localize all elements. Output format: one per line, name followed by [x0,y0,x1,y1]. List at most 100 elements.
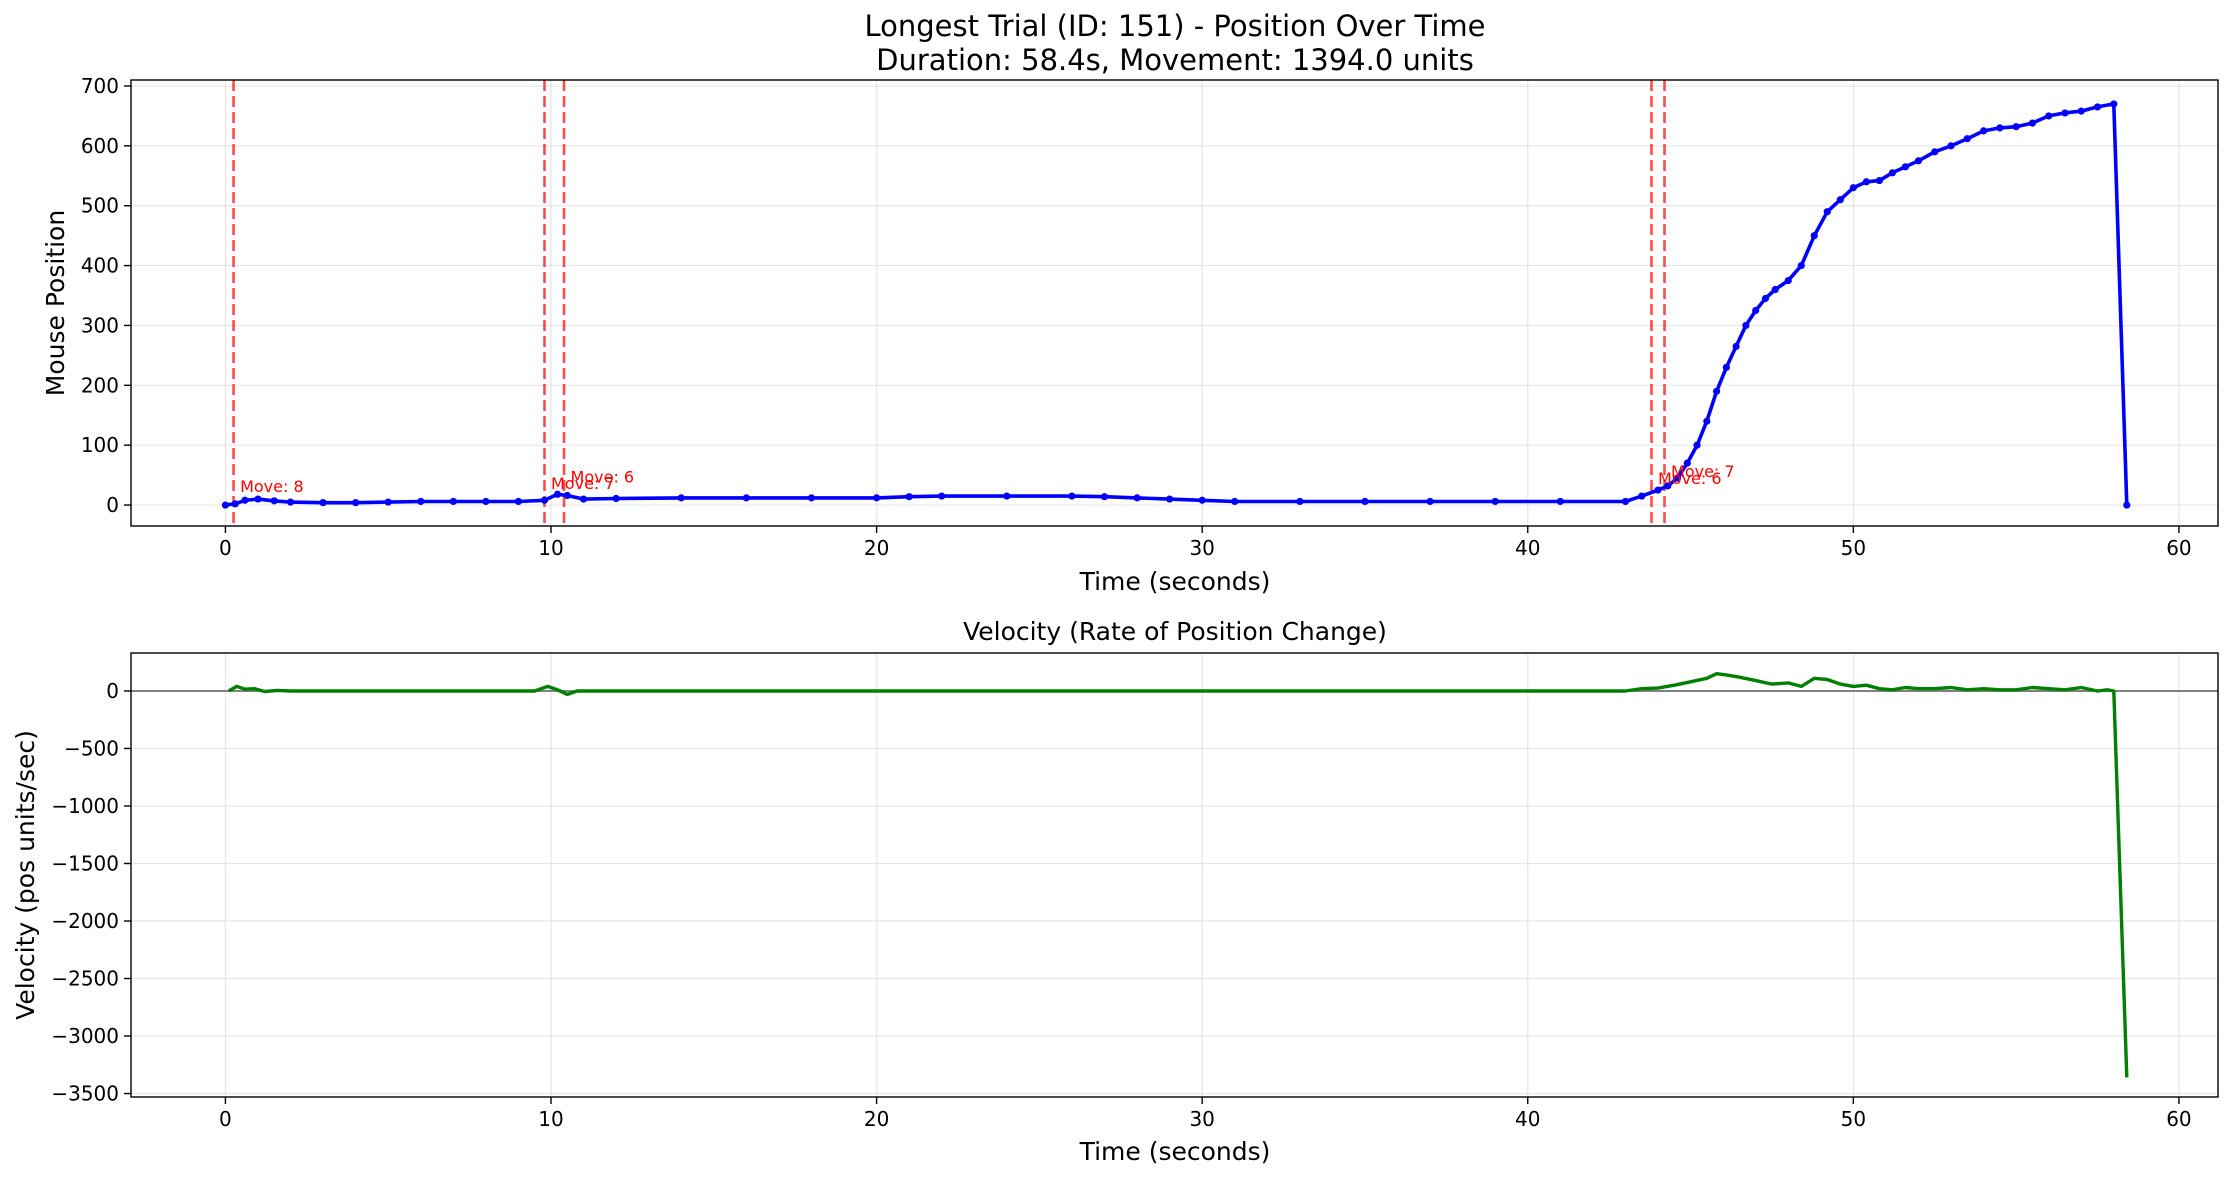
data-point [872,494,881,502]
velocity-title: Velocity (Rate of Position Change) [963,617,1387,646]
data-point [1914,157,1923,165]
data-point [1849,184,1857,192]
data-point [1003,492,1011,500]
event-annotation: Move: 7 [1671,462,1735,481]
y-tick-label: −3000 [51,1024,119,1048]
data-point [449,497,457,506]
x-tick-label: 0 [219,536,232,560]
data-point [1296,497,1304,506]
x-tick-label: 10 [538,1107,563,1131]
data-point [579,495,588,503]
data-point [1979,127,1988,135]
data-point [1823,208,1831,216]
y-axis-label: Mouse Position [41,210,70,396]
data-point [1761,294,1770,303]
data-point [1888,169,1897,177]
data-point [2012,123,2020,131]
velocity-plot: Velocity (Rate of Position Change) 0 10 20… [11,617,2219,1166]
x-tick-label: 50 [1841,1107,1866,1131]
y-tick-label: −3500 [51,1082,119,1106]
data-point [553,490,562,498]
data-point [514,497,523,506]
data-point [1901,163,1910,171]
data-point [1732,342,1740,351]
chart-subtitle: Duration: 58.4s, Movement: 1394.0 units [876,43,1474,77]
data-point [540,496,549,504]
data-point [1673,474,1682,482]
data-point [1947,142,1955,150]
data-point [2045,112,2053,120]
y-tick-label: −2000 [51,909,119,933]
y-tick-label: −1500 [51,851,119,875]
x-tick-label: 20 [864,536,889,560]
y-tick-label: −500 [64,736,119,760]
data-point [1166,495,1174,503]
y-tick-label: 300 [81,313,119,337]
data-point [2077,107,2085,115]
x-tick-label: 10 [538,536,563,560]
event-annotation: Move: 6 [571,467,635,486]
data-point [384,498,392,506]
data-point [1771,285,1779,294]
data-point [221,501,230,509]
data-point [807,494,816,502]
data-point [1752,306,1760,315]
data-point [1683,459,1691,467]
data-point [1797,261,1805,270]
data-point [2061,109,2069,117]
plot-frame [130,652,2219,1098]
data-point [1996,124,2004,132]
data-point [938,492,946,500]
data-point [1198,496,1206,504]
y-tick-label: 600 [81,134,119,158]
plot-frame [130,79,2219,527]
data-point [1654,486,1662,494]
event-annotation: Move: 7 [551,474,615,493]
x-tick-label: 40 [1515,1107,1540,1131]
x-tick-label: 0 [219,1107,232,1131]
data-point [563,491,571,500]
data-point [1836,196,1844,204]
x-tick-label: 30 [1189,1107,1214,1131]
y-tick-label: 0 [106,493,119,517]
data-point [1231,497,1239,506]
data-point [1862,178,1870,186]
data-point [1875,176,1883,185]
data-point [1693,441,1701,449]
data-point [270,497,278,505]
data-point [1426,497,1434,506]
data-point [2110,100,2118,108]
data-point [1742,321,1750,330]
y-tick-label: −1000 [51,794,119,818]
data-point [1712,387,1721,395]
y-tick-label: 100 [81,433,119,457]
data-point [1068,492,1076,500]
data-point [742,494,750,502]
x-tick-label: 20 [864,1107,889,1131]
data-point [2123,501,2131,509]
data-point [1664,482,1672,490]
data-point [1963,135,1971,143]
data-point [231,500,239,508]
x-tick-label: 60 [2166,536,2191,560]
data-point [1556,497,1564,506]
data-point [2093,103,2102,111]
position-plot: Longest Trial (ID: 151) - Position Over … [41,9,2219,596]
data-point [1100,493,1109,501]
data-point [254,495,262,503]
data-point [1361,497,1369,506]
data-point [482,497,490,506]
data-series-line [227,672,2129,1078]
data-point [1703,417,1711,425]
data-point [905,493,913,501]
data-point [1133,494,1141,502]
data-point [1722,363,1730,371]
x-tick-label: 60 [2166,1107,2191,1131]
y-tick-label: −2500 [51,967,119,991]
data-point [241,496,249,504]
data-point [1931,148,1939,156]
x-tick-label: 40 [1515,536,1540,560]
y-tick-label: 0 [106,679,119,703]
data-point [677,494,685,502]
